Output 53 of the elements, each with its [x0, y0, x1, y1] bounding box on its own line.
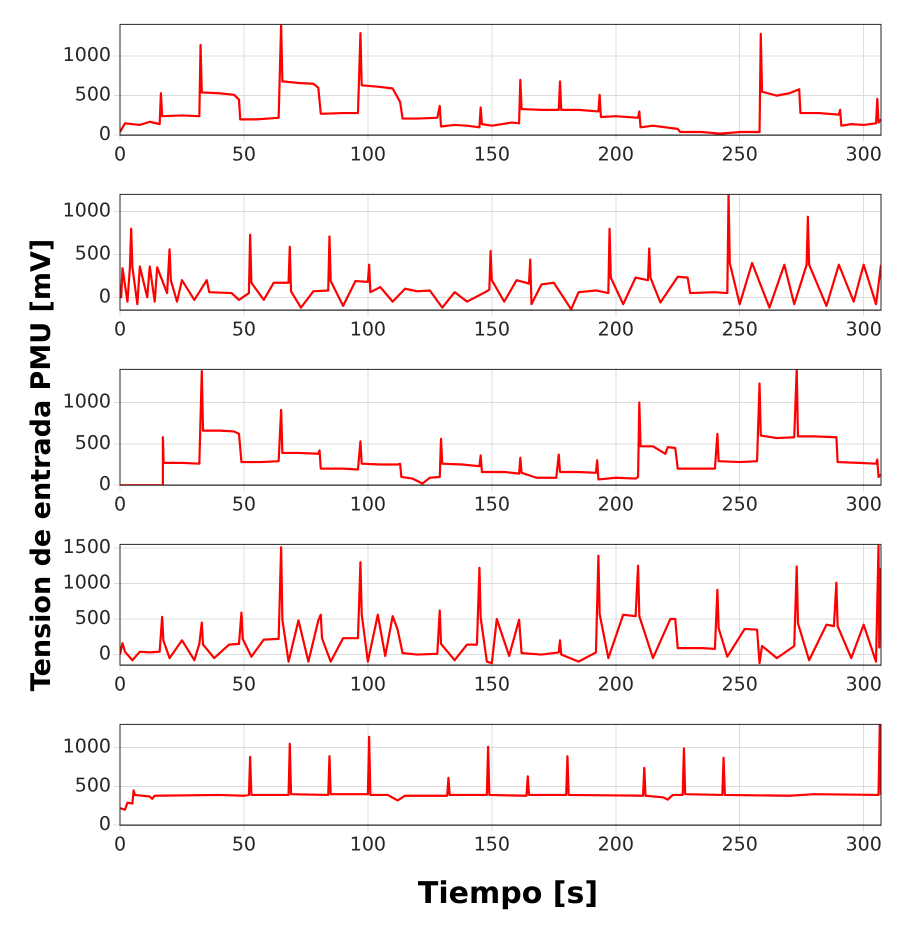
- x-tick-label: 250: [722, 494, 758, 516]
- x-tick-label: 300: [846, 318, 882, 341]
- x-tick-label: 200: [598, 834, 634, 856]
- x-tick-label: 50: [232, 834, 256, 856]
- y-tick-label: 0: [98, 813, 111, 836]
- y-tick-label: 500: [74, 774, 111, 796]
- x-axis-title: Tiempo [s]: [416, 876, 600, 911]
- x-tick-label: 150: [474, 144, 510, 166]
- x-tick-label: 150: [474, 494, 510, 516]
- y-tick-label: 500: [74, 432, 111, 454]
- x-tick-label: 0: [114, 834, 126, 856]
- x-tick-label: 0: [114, 494, 126, 516]
- x-tick-label: 50: [232, 494, 256, 516]
- y-tick-label: 1000: [62, 44, 111, 66]
- x-tick-label: 0: [114, 674, 126, 696]
- x-tick-label: 100: [350, 144, 386, 166]
- y-tick-label: 0: [98, 473, 111, 496]
- x-tick-label: 300: [846, 834, 882, 856]
- y-tick-label: 0: [98, 123, 111, 146]
- x-tick-label: 200: [598, 674, 634, 696]
- x-tick-label: 150: [474, 834, 510, 856]
- x-tick-label: 200: [598, 144, 634, 166]
- x-tick-label: 150: [474, 318, 510, 341]
- x-tick-label: 200: [598, 318, 634, 341]
- x-tick-label: 0: [114, 144, 126, 166]
- y-tick-label: 1000: [62, 736, 111, 758]
- y-tick-label: 1000: [62, 390, 111, 412]
- x-tick-label: 100: [350, 494, 386, 516]
- x-tick-label: 100: [350, 674, 386, 696]
- y-axis-title: Tension de entrada PMU [mV]: [25, 238, 58, 694]
- x-tick-label: 250: [722, 674, 758, 696]
- x-tick-label: 100: [350, 318, 386, 341]
- x-tick-label: 200: [598, 494, 634, 516]
- x-tick-label: 0: [114, 318, 126, 341]
- y-tick-label: 1000: [62, 199, 111, 222]
- x-tick-label: 50: [232, 674, 256, 696]
- x-tick-label: 300: [846, 144, 882, 166]
- x-tick-label: 300: [846, 674, 882, 696]
- y-tick-label: 0: [98, 642, 111, 664]
- y-tick-label: 1000: [62, 571, 111, 594]
- x-tick-label: 300: [846, 494, 882, 516]
- y-tick-label: 500: [74, 606, 111, 629]
- x-tick-label: 50: [232, 144, 256, 166]
- x-tick-label: 250: [722, 318, 758, 341]
- x-tick-label: 50: [232, 318, 256, 341]
- x-tick-label: 250: [722, 834, 758, 856]
- x-tick-label: 150: [474, 674, 510, 696]
- y-tick-label: 500: [74, 242, 111, 264]
- x-tick-label: 250: [722, 144, 758, 166]
- y-tick-label: 1500: [62, 536, 111, 558]
- x-tick-label: 100: [350, 834, 386, 856]
- y-tick-label: 0: [98, 285, 111, 308]
- y-tick-label: 500: [74, 84, 111, 106]
